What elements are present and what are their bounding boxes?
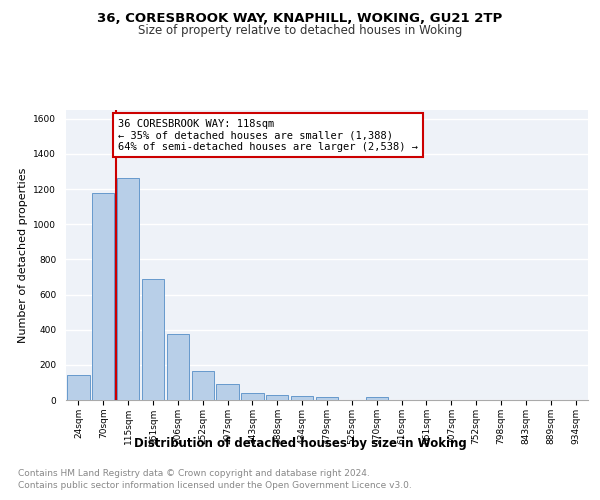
Bar (67, 374, 89, 400)
Bar (167, 334, 189, 400)
Bar (266, 394, 289, 400)
Bar (316, 397, 338, 400)
Bar (217, 384, 239, 400)
Y-axis label: Number of detached properties: Number of detached properties (18, 168, 28, 342)
Bar (291, 396, 313, 400)
Text: Distribution of detached houses by size in Woking: Distribution of detached houses by size … (134, 438, 466, 450)
Text: Contains HM Land Registry data © Crown copyright and database right 2024.: Contains HM Land Registry data © Crown c… (18, 469, 370, 478)
Bar (241, 393, 263, 400)
Text: 36, CORESBROOK WAY, KNAPHILL, WOKING, GU21 2TP: 36, CORESBROOK WAY, KNAPHILL, WOKING, GU… (97, 12, 503, 26)
Bar (365, 397, 388, 400)
Bar (142, 278, 164, 400)
Bar (92, 192, 115, 400)
Text: Size of property relative to detached houses in Woking: Size of property relative to detached ho… (138, 24, 462, 37)
Bar (117, 178, 139, 400)
Text: Contains public sector information licensed under the Open Government Licence v3: Contains public sector information licen… (18, 481, 412, 490)
Bar (191, 371, 214, 400)
Text: 36 CORESBROOK WAY: 118sqm
← 35% of detached houses are smaller (1,388)
64% of se: 36 CORESBROOK WAY: 118sqm ← 35% of detac… (118, 118, 418, 152)
